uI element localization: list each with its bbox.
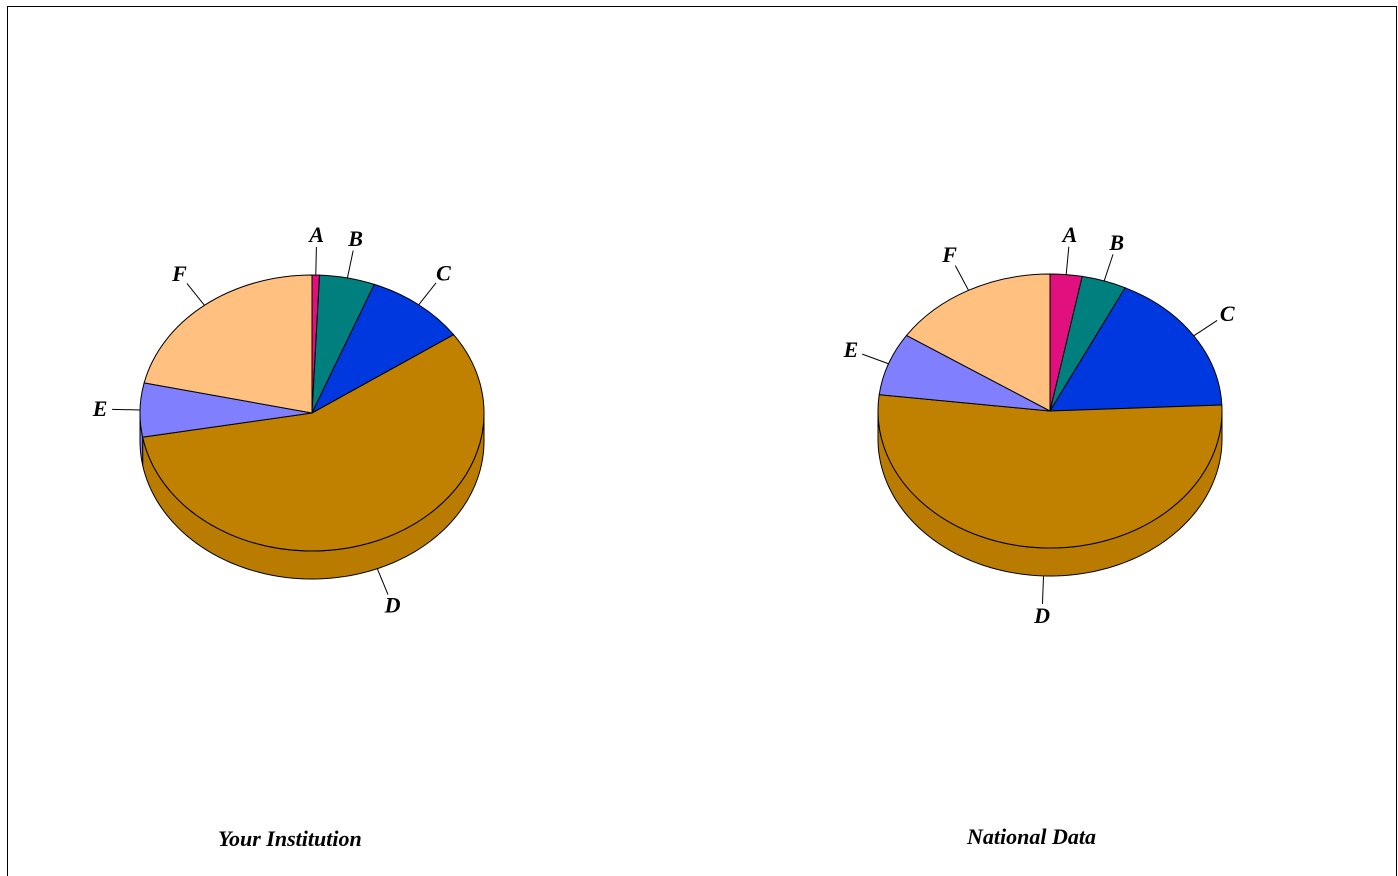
pie-1-leader-A bbox=[315, 247, 317, 276]
pie-1-label-F: F bbox=[171, 261, 187, 286]
pie-2-leader-B bbox=[1103, 254, 1114, 282]
pie-2-leader-E bbox=[862, 353, 889, 365]
chart-frame bbox=[7, 6, 1397, 876]
pie-1-leader-D bbox=[376, 568, 389, 595]
pie-1-slice-D bbox=[142, 334, 485, 552]
pie-2-label-E: E bbox=[843, 337, 859, 362]
pie-2-slice-D bbox=[877, 394, 1223, 549]
pie-1-label-C: C bbox=[436, 260, 451, 285]
chart-1-title: Your Institution bbox=[218, 826, 362, 851]
chart-2-title: National Data bbox=[967, 824, 1096, 849]
pie-1-label-B: B bbox=[347, 226, 363, 251]
pie-1-leader-C bbox=[418, 282, 437, 306]
pie-1-leader-F bbox=[186, 283, 205, 306]
pie-2-slice-C bbox=[1049, 287, 1223, 412]
pie-chart-1: A B C D E F bbox=[92, 222, 485, 618]
pie-chart-2: A B C D E F bbox=[843, 222, 1235, 628]
pie-2-label-D: D bbox=[1033, 603, 1050, 628]
pie-2-label-F: F bbox=[941, 242, 957, 267]
pie-1-label-A: A bbox=[307, 222, 324, 247]
pie-2-label-C: C bbox=[1220, 301, 1235, 326]
pie-1-label-E: E bbox=[92, 396, 108, 421]
pie-1-leader-E bbox=[112, 408, 141, 411]
pie-2-leader-C bbox=[1193, 319, 1218, 337]
pie-1-leader-B bbox=[346, 250, 354, 279]
pie-2-leader-A bbox=[1065, 246, 1070, 275]
pie-2-leader-D bbox=[1041, 575, 1045, 604]
pie-2-leader-F bbox=[954, 265, 970, 291]
pie-2-label-A: A bbox=[1061, 222, 1078, 247]
pie-2-label-B: B bbox=[1108, 230, 1124, 255]
pie-1-slice-C bbox=[310, 283, 455, 415]
pie-1-label-D: D bbox=[384, 593, 401, 618]
